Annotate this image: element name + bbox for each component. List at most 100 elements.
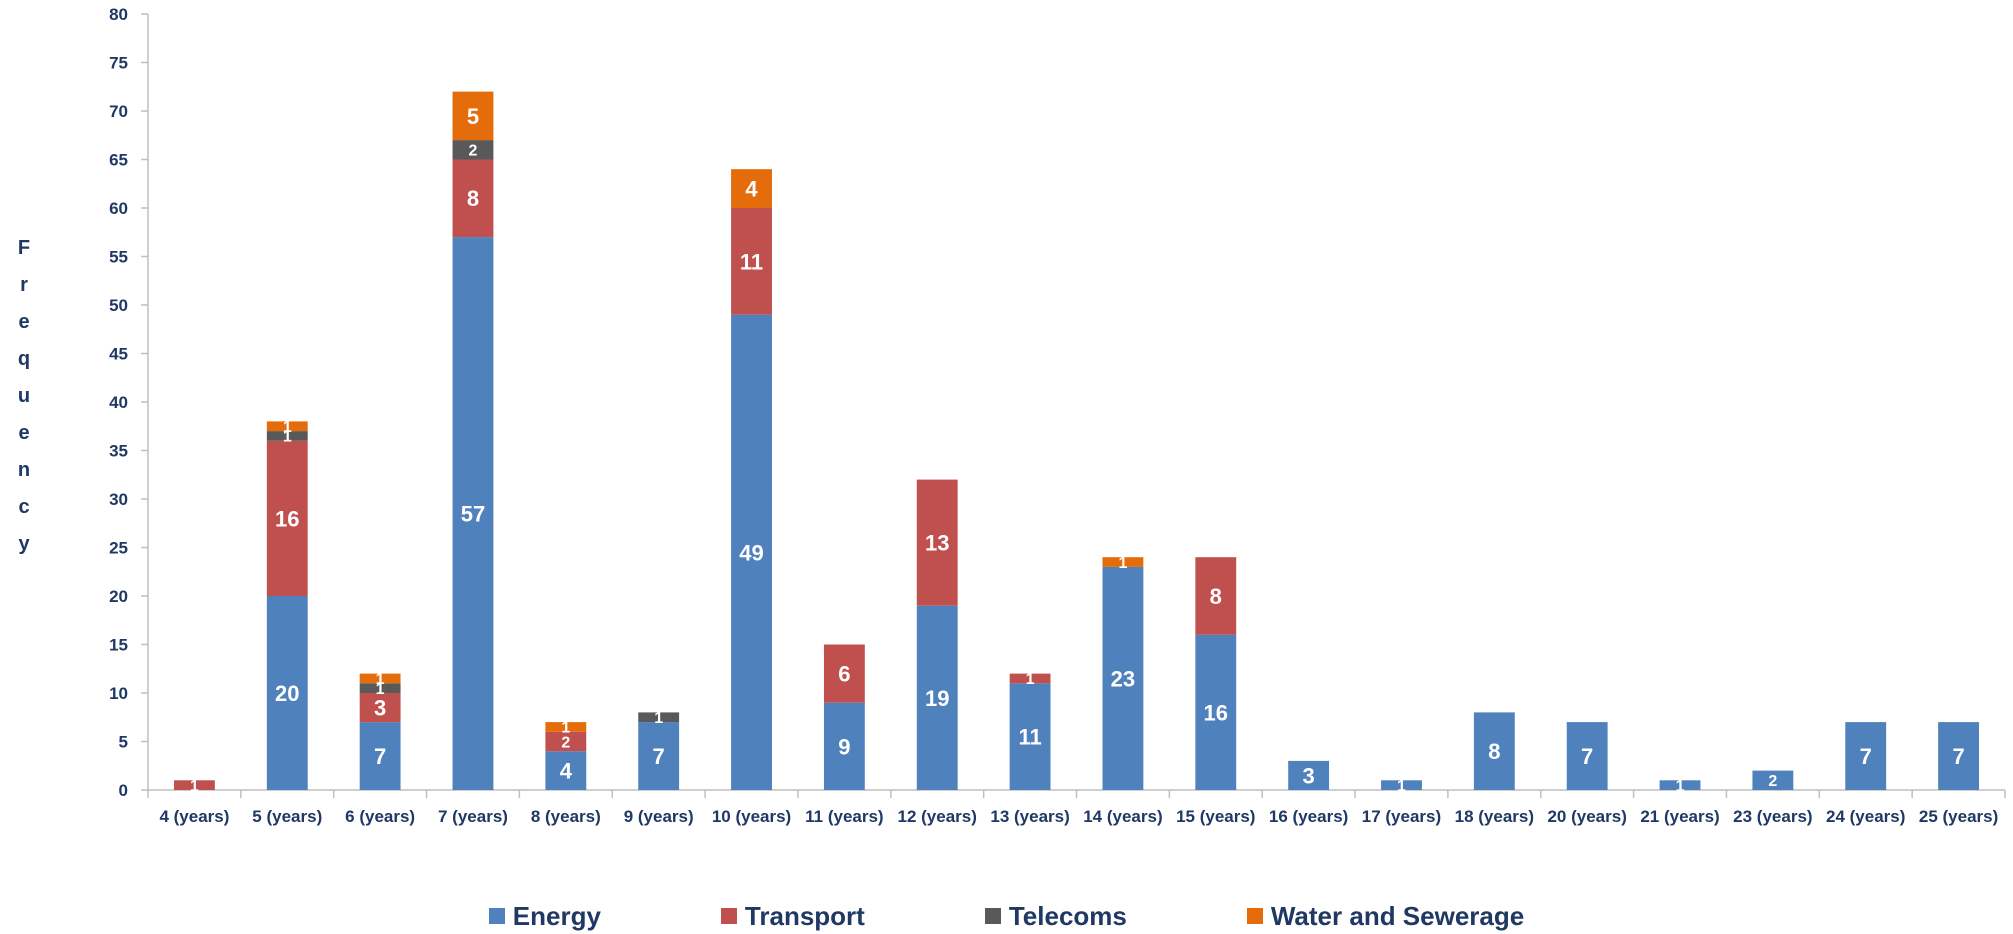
bar-segment-transport [1195, 557, 1237, 635]
data-label: 7 [653, 744, 665, 769]
bar-segment-energy [731, 314, 772, 790]
x-tick-label: 9 (years) [624, 807, 694, 826]
data-label: 1 [561, 720, 570, 737]
y-axis-title-letter: q [17, 348, 31, 370]
bar-segment-energy [916, 605, 958, 790]
bar-segment-energy [823, 702, 865, 790]
bar-segment-transport [173, 780, 215, 790]
data-label: 49 [739, 540, 763, 565]
legend-swatch [488, 908, 505, 924]
y-tick-label: 0 [119, 781, 128, 800]
bar-segment-energy [638, 722, 680, 790]
bar-segment-transport [916, 479, 958, 606]
y-tick-label: 80 [109, 5, 128, 24]
legend-label: Water and Sewerage [1270, 900, 1525, 931]
x-tick-label: 13 (years) [990, 807, 1069, 826]
y-tick-label: 5 [119, 733, 128, 752]
y-tick-label: 25 [109, 539, 128, 558]
legend-item-energy: Energy [488, 898, 601, 934]
x-tick-label: 4 (years) [159, 807, 229, 826]
data-label: 16 [1204, 700, 1228, 725]
data-label: 8 [1210, 584, 1222, 609]
x-tick-label: 16 (years) [1269, 807, 1348, 826]
x-tick-label: 7 (years) [438, 807, 508, 826]
y-axis-title-letter: F [17, 237, 31, 259]
bar-segment-energy [1845, 722, 1887, 790]
data-label: 13 [925, 531, 949, 556]
x-tick-label: 15 (years) [1176, 807, 1255, 826]
bar-segment-water-and-sewerage [1102, 557, 1144, 567]
data-label: 1 [190, 778, 199, 795]
bar-segment-transport [1009, 673, 1051, 684]
y-tick-label: 65 [109, 151, 128, 170]
bar-segment-energy [1009, 683, 1051, 790]
bar-segment-transport [452, 159, 494, 238]
data-label: 8 [1488, 739, 1500, 764]
bar-segment-energy [545, 751, 587, 790]
data-label: 23 [1111, 666, 1135, 691]
data-label: 1 [283, 429, 292, 446]
legend: Energy Transport Telecoms Water and Sewerag… [0, 898, 2013, 934]
data-label: 7 [1581, 744, 1593, 769]
bar-segment-energy [452, 237, 494, 791]
y-tick-label: 20 [109, 587, 128, 606]
data-label: 6 [838, 662, 850, 687]
data-label: 7 [1860, 744, 1872, 769]
bar-segment-transport [731, 208, 772, 315]
data-label: 2 [469, 143, 478, 160]
data-label: 5 [467, 104, 479, 129]
x-axis: 4 (years) 5 (years) 6 (years) 7 (years) 8 (y… [147, 789, 2006, 826]
data-label: 11 [740, 249, 763, 274]
y-tick-label: 45 [109, 345, 128, 364]
bar-segment-transport [545, 731, 587, 752]
bar-segment-telecoms [452, 140, 494, 160]
y-tick-label: 10 [109, 684, 128, 703]
bar-segment-energy [1659, 780, 1701, 790]
bar-segment-water-and-sewerage [731, 169, 772, 208]
x-tick-label: 12 (years) [898, 807, 977, 826]
y-axis: 0 5 10 15 20 25 30 35 40 45 50 55 60 65 70 75 80 [109, 5, 149, 800]
data-label: 9 [838, 734, 850, 759]
data-label: 2 [1768, 773, 1777, 790]
data-label: 57 [461, 501, 485, 526]
data-label: 1 [376, 681, 385, 698]
bar-segment-water-and-sewerage [359, 673, 401, 684]
x-tick-label: 24 (years) [1826, 807, 1905, 826]
x-tick-label: 21 (years) [1640, 807, 1719, 826]
y-axis-title-letter: u [17, 385, 31, 407]
bar-segment-energy [1473, 712, 1515, 790]
data-label: 4 [745, 177, 758, 202]
bar-segment-water-and-sewerage [266, 421, 308, 432]
y-axis-title-letter: c [18, 496, 30, 518]
y-tick-label: 70 [109, 102, 128, 121]
bar-segment-energy [266, 596, 308, 790]
bars-layer [173, 91, 1980, 791]
bar-segment-energy [1195, 634, 1237, 790]
x-tick-label: 10 (years) [712, 807, 791, 826]
x-tick-label: 6 (years) [345, 807, 415, 826]
y-axis-title-letter: e [18, 422, 30, 444]
data-label: 20 [275, 681, 299, 706]
legend-item-transport: Transport [720, 898, 865, 934]
legend-label: Energy [512, 900, 601, 931]
y-tick-label: 60 [109, 199, 128, 218]
x-tick-label: 14 (years) [1083, 807, 1162, 826]
bar-segment-energy [359, 722, 401, 790]
data-label: 7 [1952, 744, 1964, 769]
data-label: 1 [283, 419, 292, 436]
legend-item-telecoms: Telecoms [984, 898, 1127, 934]
bar-segment-telecoms [266, 431, 308, 441]
y-tick-label: 35 [109, 442, 128, 461]
x-tick-label: 18 (years) [1455, 807, 1534, 826]
legend-label: Telecoms [1008, 900, 1127, 931]
bar-segment-telecoms [638, 712, 680, 723]
data-label: 2 [561, 734, 570, 751]
data-label: 11 [1018, 725, 1041, 750]
bar-segment-water-and-sewerage [452, 91, 494, 141]
legend-swatch [1246, 908, 1263, 924]
bar-segment-energy [1752, 770, 1794, 790]
data-label: 1 [1397, 778, 1406, 795]
data-label: 1 [376, 671, 385, 688]
